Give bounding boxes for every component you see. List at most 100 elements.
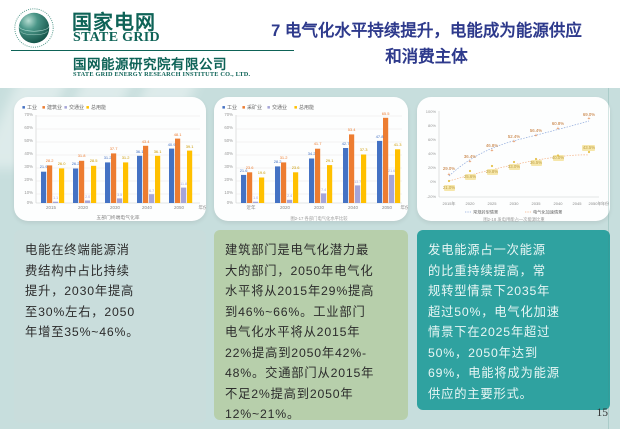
svg-text:28.5: 28.5 <box>90 158 99 163</box>
svg-text:36.1: 36.1 <box>136 149 145 154</box>
svg-text:+: + <box>557 126 560 132</box>
svg-text:2035: 2035 <box>532 201 542 206</box>
svg-text:+: + <box>448 172 451 178</box>
svg-text:0%: 0% <box>227 200 233 205</box>
svg-text:60%: 60% <box>224 125 233 130</box>
svg-text:70%: 70% <box>24 112 33 117</box>
svg-text:建筑业: 建筑业 <box>47 104 62 111</box>
svg-text:■: ■ <box>22 105 25 111</box>
svg-text:31.2: 31.2 <box>104 155 113 160</box>
svg-text:2050: 2050 <box>382 205 393 210</box>
svg-text:21.6: 21.6 <box>388 169 395 173</box>
svg-text:■: ■ <box>42 105 45 111</box>
svg-text:2015年: 2015年 <box>443 200 456 206</box>
svg-text:19.6: 19.6 <box>258 170 267 175</box>
svg-text:6.7: 6.7 <box>149 189 154 193</box>
svg-text:电气化加速情景: 电气化加速情景 <box>533 209 562 216</box>
svg-text:年份: 年份 <box>401 204 409 211</box>
svg-text:25.6%: 25.6% <box>464 174 476 179</box>
svg-text:+: + <box>513 139 516 145</box>
svg-text:21.9: 21.9 <box>40 164 49 169</box>
svg-text:47.8: 47.8 <box>376 134 385 139</box>
svg-text:工业: 工业 <box>27 104 37 111</box>
svg-text:80%: 80% <box>428 123 436 128</box>
svg-text:36.1: 36.1 <box>154 149 163 154</box>
svg-text:11.8: 11.8 <box>180 182 187 186</box>
svg-text:2030: 2030 <box>110 205 121 210</box>
svg-text:28.2: 28.2 <box>46 158 55 163</box>
svg-text:2040: 2040 <box>554 201 564 206</box>
svg-text:+: + <box>491 148 494 154</box>
svg-text:100%: 100% <box>426 109 437 114</box>
svg-text:65.5: 65.5 <box>382 111 391 116</box>
svg-text:年份: 年份 <box>199 204 207 211</box>
svg-text:2045: 2045 <box>573 201 583 206</box>
svg-text:10%: 10% <box>224 190 233 195</box>
svg-text:48.1: 48.1 <box>174 132 183 137</box>
svg-text:2.0: 2.0 <box>85 195 90 199</box>
svg-text:2040: 2040 <box>142 205 153 210</box>
svg-text:+: + <box>469 159 472 165</box>
svg-text:34.2: 34.2 <box>308 151 317 156</box>
svg-text:■: ■ <box>242 105 245 111</box>
svg-text:1.1: 1.1 <box>53 196 58 200</box>
svg-text:■: ■ <box>267 105 270 111</box>
svg-text:工业: 工业 <box>227 104 237 111</box>
svg-text:2050年: 2050年 <box>589 200 602 206</box>
svg-text:2015: 2015 <box>46 205 57 210</box>
svg-text:42.7: 42.7 <box>342 141 351 146</box>
svg-text:-20%: -20% <box>427 194 437 199</box>
svg-text:2030: 2030 <box>314 205 325 210</box>
svg-text:29.0%: 29.0% <box>443 166 455 171</box>
svg-text:30%: 30% <box>224 164 233 169</box>
svg-text:■: ■ <box>86 105 89 111</box>
svg-text:31.8: 31.8 <box>78 153 87 158</box>
svg-text:交通业: 交通业 <box>272 104 287 111</box>
svg-text:五部门终端电气化率: 五部门终端电气化率 <box>96 214 139 221</box>
svg-text:■: ■ <box>222 105 225 111</box>
svg-text:0%: 0% <box>27 200 33 205</box>
svg-text:采矿业: 采矿业 <box>247 104 262 111</box>
svg-text:41.7: 41.7 <box>314 141 323 146</box>
svg-text:43.5%: 43.5% <box>583 145 595 150</box>
svg-text:常规转型情景: 常规转型情景 <box>473 209 498 216</box>
svg-text:交通业: 交通业 <box>69 104 84 111</box>
svg-text:13.7: 13.7 <box>354 180 361 184</box>
svg-text:23.6: 23.6 <box>292 165 301 170</box>
svg-text:总用能: 总用能 <box>299 104 314 111</box>
svg-text:2025: 2025 <box>488 201 498 206</box>
svg-text:29.1: 29.1 <box>326 158 335 163</box>
svg-text:43.4: 43.4 <box>142 139 151 144</box>
svg-text:2050: 2050 <box>174 205 185 210</box>
svg-text:+: + <box>535 133 538 139</box>
svg-text:21.0%: 21.0% <box>443 185 455 190</box>
svg-text:20%: 20% <box>24 177 33 182</box>
svg-text:26.2: 26.2 <box>72 161 81 166</box>
svg-text:23.6: 23.6 <box>246 165 255 170</box>
svg-text:40.9: 40.9 <box>168 142 177 147</box>
svg-text:10%: 10% <box>24 190 33 195</box>
svg-text:20%: 20% <box>428 165 436 170</box>
svg-text:总用能: 总用能 <box>91 104 106 111</box>
svg-text:1.0: 1.0 <box>253 196 258 200</box>
svg-text:■: ■ <box>64 105 67 111</box>
svg-text:26.0: 26.0 <box>58 161 67 166</box>
svg-text:40%: 40% <box>428 151 436 156</box>
svg-text:50%: 50% <box>224 138 233 143</box>
svg-text:50%: 50% <box>24 138 33 143</box>
svg-text:36.5%: 36.5% <box>530 160 542 165</box>
svg-text:37.3: 37.3 <box>360 147 369 152</box>
svg-text:0%: 0% <box>430 179 436 184</box>
svg-text:33.0%: 33.0% <box>508 164 520 169</box>
svg-text:40%: 40% <box>224 151 233 156</box>
svg-text:53.4: 53.4 <box>348 127 357 132</box>
svg-text:2020: 2020 <box>466 201 476 206</box>
svg-text:2.4: 2.4 <box>287 194 292 198</box>
svg-text:70%: 70% <box>224 112 233 117</box>
svg-text:图2-18 发电用能占一次能源比重: 图2-18 发电用能占一次能源比重 <box>483 216 545 223</box>
svg-text:3.5: 3.5 <box>117 193 122 197</box>
svg-text:2040: 2040 <box>348 205 359 210</box>
svg-text:近年: 近年 <box>247 204 256 211</box>
svg-text:31.2: 31.2 <box>122 155 131 160</box>
svg-text:2030: 2030 <box>510 201 520 206</box>
